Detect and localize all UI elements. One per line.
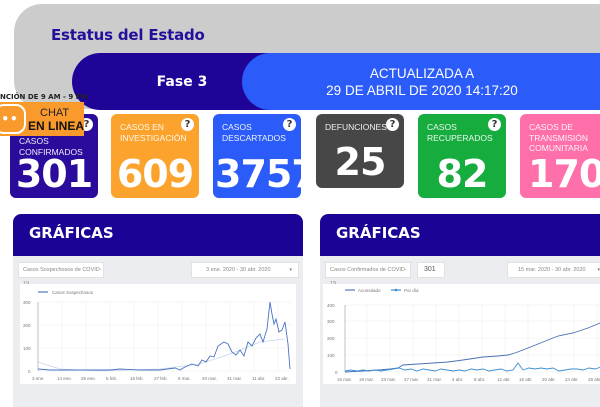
date-range-value: 15 mar. 2020 - 30 abr. 2020: [518, 267, 586, 273]
chat-widget[interactable]: •• CHAT EN LINEA: [0, 102, 84, 136]
stat-value: 609: [116, 152, 194, 196]
help-icon[interactable]: ?: [283, 118, 296, 131]
chart-legend: Acumulado Por día: [345, 288, 419, 293]
svg-text:3 ene.: 3 ene.: [32, 376, 45, 381]
svg-text:0: 0: [335, 370, 338, 375]
legend-item: Acumulado: [358, 288, 381, 293]
grid-lines: [38, 301, 292, 372]
dropdown-arrow-icon: ▾: [597, 267, 600, 273]
confirmed-count: 301: [417, 262, 445, 278]
svg-text:25 ene.: 25 ene.: [81, 376, 96, 381]
stat-value: 25: [334, 140, 387, 184]
charts-card-confirmed: GRÁFICAS Casos Confirmados de COVID-19 3…: [320, 214, 600, 407]
stat-label: CASOS CONFIRMADOS: [19, 136, 83, 157]
svg-text:400: 400: [327, 303, 335, 308]
date-range-dropdown[interactable]: 3 ene. 2020 - 30 abr. 2020 ▾: [191, 262, 299, 278]
help-icon[interactable]: ?: [386, 118, 399, 131]
svg-text:0: 0: [28, 369, 31, 374]
date-range-dropdown[interactable]: 15 mar. 2020 - 30 abr. 2020 ▾: [507, 262, 600, 278]
stat-value: 170: [528, 152, 600, 196]
stat-card-community-transmission: CASOS DE TRANSMISIÓN COMUNITARIA ? 170: [520, 114, 600, 198]
svg-text:5 feb.: 5 feb.: [106, 376, 117, 381]
help-icon[interactable]: ?: [181, 118, 194, 131]
chat-bubble-icon[interactable]: ••: [0, 104, 26, 134]
stat-label: DEFUNCIONES: [325, 122, 387, 132]
svg-text:22 abr.: 22 abr.: [275, 376, 289, 381]
svg-text:16 feb.: 16 feb.: [130, 376, 144, 381]
stat-card-investigation: CASOS EN INVESTIGACIÓN ? 609: [111, 114, 199, 198]
svg-text:4 abr.: 4 abr.: [452, 377, 463, 382]
svg-text:200: 200: [23, 323, 31, 328]
dataset-label: Casos Sospechosos de COVID-19: [18, 262, 104, 287]
charts-header: GRÁFICAS: [320, 214, 600, 256]
chart-controls: Casos Sospechosos de COVID-19 3 ene. 202…: [13, 262, 303, 287]
phase-bar: Fase 3 ACTUALIZADA A 29 DE ABRIL DE 2020…: [72, 53, 600, 110]
updated-label: ACTUALIZADA A: [369, 65, 475, 81]
line-chart-confirmed: Acumulado Por día 400 300 200: [323, 284, 600, 384]
svg-text:31 mar.: 31 mar.: [427, 377, 442, 382]
y-axis-ticks: 300 200 100 0: [23, 300, 31, 374]
chat-label[interactable]: CHAT: [40, 107, 70, 119]
chat-label-online[interactable]: EN LINEA: [28, 119, 85, 133]
svg-text:8 abr.: 8 abr.: [474, 377, 485, 382]
dataset-label: Casos Confirmados de COVID-19: [325, 262, 411, 287]
help-icon[interactable]: ?: [488, 118, 501, 131]
legend-item: Casos Sospechosos: [52, 290, 94, 295]
charts-header: GRÁFICAS: [13, 214, 303, 256]
svg-text:9 mar.: 9 mar.: [178, 376, 191, 381]
stat-label: CASOS DE TRANSMISIÓN COMUNITARIA: [529, 122, 589, 153]
date-range-value: 3 ene. 2020 - 30 abr. 2020: [206, 267, 271, 273]
chart-controls: Casos Confirmados de COVID-19 301 15 mar…: [320, 262, 600, 287]
svg-text:28 abr.: 28 abr.: [588, 377, 600, 382]
svg-text:23 mar.: 23 mar.: [381, 377, 396, 382]
svg-text:100: 100: [327, 353, 335, 358]
svg-text:300: 300: [327, 319, 335, 324]
phase-label: Fase 3: [156, 73, 208, 90]
stat-label: CASOS RECUPERADOS: [427, 122, 493, 143]
svg-text:27 feb.: 27 feb.: [154, 376, 168, 381]
dropdown-arrow-icon: ▾: [289, 267, 292, 273]
updated-datetime: 29 DE ABRIL DE 2020 14:17:20: [326, 82, 518, 98]
svg-text:31 mar.: 31 mar.: [227, 376, 242, 381]
svg-text:27 mar.: 27 mar.: [404, 377, 419, 382]
stat-card-deaths: DEFUNCIONES ? 25: [316, 114, 404, 188]
x-axis-ticks: 3 ene. 14 ene. 25 ene. 5 feb. 16 feb. 27…: [32, 376, 289, 381]
chat-hours-text: NCIÓN DE 9 AM - 9 PM: [0, 93, 88, 101]
svg-text:20 abr.: 20 abr.: [542, 377, 556, 382]
stat-value: 3757: [215, 152, 318, 196]
svg-text:14 ene.: 14 ene.: [57, 376, 72, 381]
svg-text:300: 300: [23, 300, 31, 305]
svg-text:12 abr.: 12 abr.: [497, 377, 511, 382]
updated-timestamp: ACTUALIZADA A 29 DE ABRIL DE 2020 14:17:…: [242, 53, 600, 110]
svg-text:19 mar.: 19 mar.: [359, 377, 374, 382]
svg-text:11 abr.: 11 abr.: [252, 376, 265, 381]
svg-text:24 abr.: 24 abr.: [565, 377, 579, 382]
svg-text:20 mar.: 20 mar.: [202, 376, 217, 381]
svg-text:200: 200: [327, 336, 335, 341]
stat-card-discarded: CASOS DESCARTADOS ? 3757: [213, 114, 318, 198]
stat-card-recovered: CASOS RECUPERADOS ? 82: [418, 114, 506, 198]
svg-text:100: 100: [23, 346, 31, 351]
charts-card-suspected: GRÁFICAS Casos Sospechosos de COVID-19 3…: [13, 214, 303, 407]
grid-lines: [345, 304, 600, 373]
status-title: Estatus del Estado: [51, 26, 205, 44]
chart-legend: Casos Sospechosos: [38, 290, 94, 295]
svg-text:16 abr.: 16 abr.: [519, 377, 533, 382]
svg-text:15 mar.: 15 mar.: [337, 377, 352, 382]
legend-item: Por día: [404, 288, 419, 293]
stat-label: CASOS DESCARTADOS: [222, 122, 286, 143]
line-chart-suspected: Casos Sospechosos 300 200 100 0 3: [20, 284, 296, 384]
x-axis-ticks: 15 mar. 19 mar. 23 mar. 27 mar. 31 mar. …: [337, 377, 600, 382]
stat-value: 82: [436, 152, 489, 196]
stat-label: CASOS EN INVESTIGACIÓN: [120, 122, 187, 143]
y-axis-ticks: 400 300 200 100 0: [327, 303, 338, 375]
stat-value: 301: [15, 152, 93, 196]
status-panel: Estatus del Estado Fase 3 ACTUALIZADA A …: [14, 4, 600, 110]
